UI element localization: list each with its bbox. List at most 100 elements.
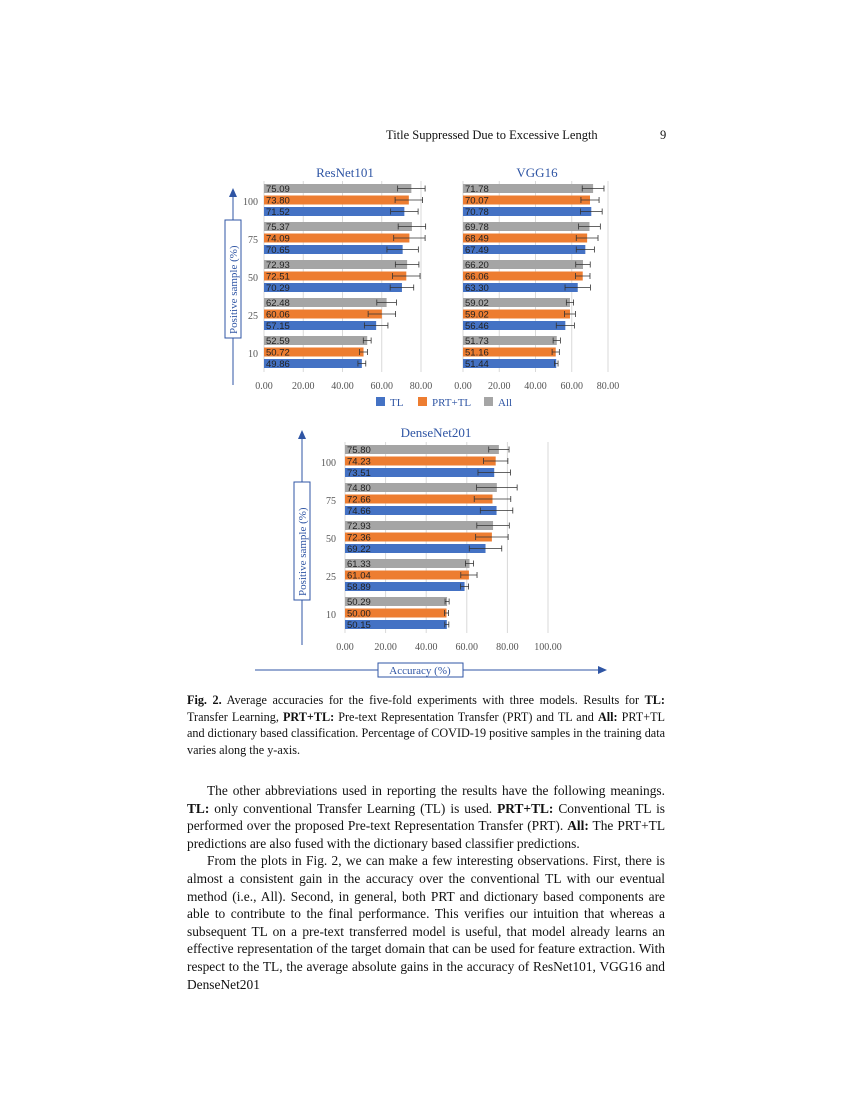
paragraph-2: From the plots in Fig. 2, we can make a … <box>187 853 665 992</box>
legend-swatch-prt-tl <box>418 397 427 406</box>
chart-title: ResNet101 <box>316 165 374 180</box>
error-bar <box>363 322 389 329</box>
error-bar <box>578 223 601 230</box>
body-text: The other abbreviations used in reportin… <box>187 782 665 993</box>
error-bar <box>554 360 559 367</box>
bar-prt-tl <box>463 347 556 357</box>
data-label: 66.06 <box>465 272 489 283</box>
caption-label: Fig. 2. <box>187 693 222 707</box>
paragraph-1-bold-all: All: <box>567 818 589 834</box>
data-label: 58.89 <box>347 582 371 593</box>
paragraph-1-text-4: The PRT+TL predictions are also fused wi… <box>187 818 665 851</box>
data-label: 50.29 <box>347 597 371 608</box>
error-bar <box>488 446 510 453</box>
error-bar <box>575 261 591 268</box>
caption-bold-prt-tl: PRT+TL: <box>282 709 335 724</box>
bar-tl <box>463 283 578 292</box>
bar-tl <box>264 283 402 292</box>
x-tick-label: 100.00 <box>534 642 562 653</box>
error-bar <box>575 235 599 241</box>
error-bar <box>444 598 450 605</box>
bar-all <box>264 298 387 307</box>
bar-tl <box>264 359 362 368</box>
error-bar <box>483 458 509 464</box>
data-label: 50.15 <box>347 620 371 631</box>
data-label: 61.04 <box>347 571 371 582</box>
data-label: 72.51 <box>266 272 290 283</box>
bar-prt-tl <box>264 271 407 281</box>
data-label: 67.49 <box>465 245 489 256</box>
data-label: 60.06 <box>266 310 290 321</box>
arrow-up-icon <box>229 188 237 197</box>
error-bar <box>460 583 470 590</box>
bar-prt-tl <box>264 195 409 205</box>
bar-tl <box>463 321 566 330</box>
bar-prt-tl <box>463 309 570 319</box>
chart-densenet201: 0.00 20.00 40.00 60.00 80.00 100.00 DenseNet20… <box>321 425 562 653</box>
data-label: 69.22 <box>347 544 371 555</box>
label-box <box>224 219 242 339</box>
bar-prt-tl <box>463 195 591 205</box>
error-bar <box>551 349 560 355</box>
error-bar <box>444 610 449 616</box>
bar-tl <box>345 468 495 477</box>
error-bar <box>564 311 576 317</box>
y-axis-label-densenet: Positive sample (%) <box>293 430 311 645</box>
x-axis-label-group: Accuracy (%) <box>255 662 607 678</box>
error-bar <box>393 235 426 241</box>
data-label: 50.00 <box>347 609 371 620</box>
data-label: 72.66 <box>347 495 371 506</box>
y-axis-label-resnet: Positive sample (%) <box>224 188 242 385</box>
data-label: 52.59 <box>266 336 290 347</box>
error-bar <box>397 185 426 192</box>
legend-swatch-all <box>484 397 493 406</box>
x-tick-label: 60.00 <box>371 381 394 392</box>
x-tick-label: 60.00 <box>561 381 584 392</box>
caption-text-4: PRT+TL and dictionary based classificati… <box>187 709 665 757</box>
error-bar <box>473 496 512 502</box>
bar-all <box>463 298 570 307</box>
bar-all <box>463 260 583 269</box>
data-label: 74.66 <box>347 506 371 517</box>
data-label: 59.02 <box>465 298 489 309</box>
legend-label-tl: TL <box>390 397 404 409</box>
bar-tl <box>264 245 403 254</box>
error-bar <box>376 299 397 306</box>
caption-bold-tl: TL: <box>644 693 665 707</box>
caption-text-3: Pre-text Representation Transfer (PRT) a… <box>334 709 598 724</box>
paragraph-1-bold-tl: TL: <box>187 800 210 816</box>
bar-prt-tl <box>264 309 382 319</box>
data-label: 73.80 <box>266 196 290 207</box>
bar-prt-tl <box>345 570 469 580</box>
bar-prt-tl <box>345 494 493 504</box>
error-bar <box>359 349 368 355</box>
error-bar <box>444 621 450 628</box>
legend: TL PRT+TL All <box>376 397 512 409</box>
data-label: 75.37 <box>266 222 290 233</box>
error-bar <box>465 560 474 567</box>
bar-tl <box>264 321 377 330</box>
data-label: 50.72 <box>266 348 290 359</box>
data-label: 61.33 <box>347 559 371 570</box>
x-tick-label: 20.00 <box>374 642 397 653</box>
error-bar <box>580 208 603 215</box>
bar-prt-tl <box>463 271 583 281</box>
chart-title: DenseNet201 <box>401 425 472 440</box>
paragraph-1-text-3: Conventional TL is performed over the pr… <box>187 800 665 834</box>
data-label: 70.07 <box>465 196 489 207</box>
bar-all <box>463 222 590 231</box>
legend-label-prt-tl: PRT+TL <box>432 397 471 409</box>
data-label: 68.49 <box>465 234 489 245</box>
y-tick-label: 100 <box>321 458 336 469</box>
x-tick-label: 0.00 <box>255 381 273 392</box>
data-label: 73.51 <box>347 468 371 479</box>
x-axis-label: Accuracy (%) <box>389 665 451 677</box>
bar-tl <box>264 207 405 216</box>
bar-prt-tl <box>264 347 364 357</box>
x-tick-label: 20.00 <box>488 381 511 392</box>
x-tick-label: 40.00 <box>524 381 547 392</box>
paragraph-1-text-1: The other abbreviations used in reportin… <box>207 783 665 798</box>
chart-title: VGG16 <box>516 165 558 180</box>
x-tick-label: 80.00 <box>496 642 519 653</box>
bar-all <box>345 445 499 454</box>
